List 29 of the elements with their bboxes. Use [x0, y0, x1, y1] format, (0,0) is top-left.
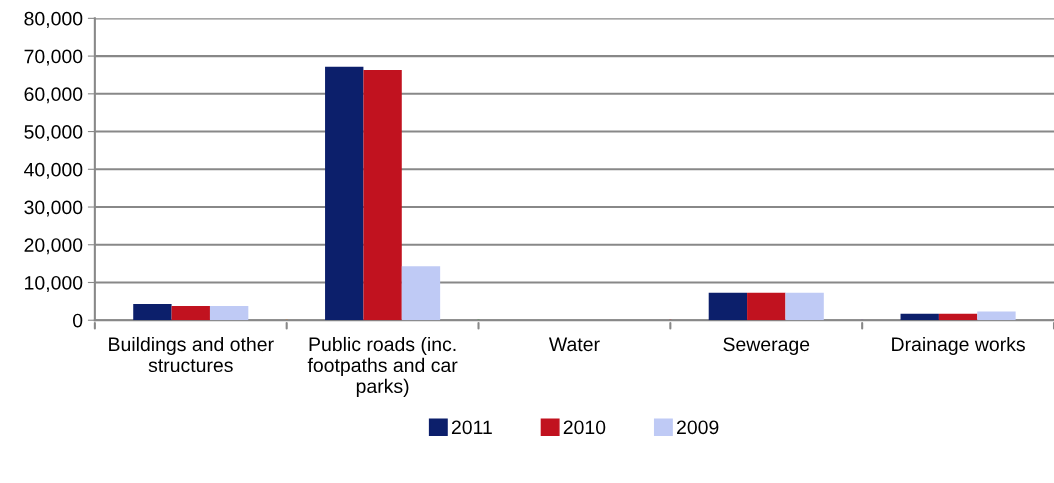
- bar: [785, 292, 824, 321]
- x-tick-label: Sewerage: [723, 337, 810, 356]
- bar: [977, 311, 1016, 321]
- y-tick-label: 70,000: [24, 49, 83, 66]
- bar: [708, 292, 748, 321]
- legend-label: 2010: [563, 420, 606, 435]
- y-tick-label: 20,000: [24, 238, 83, 255]
- bar: [401, 266, 441, 321]
- legend-label: 2011: [451, 420, 492, 435]
- x-tick-label: Buildings and other structures: [109, 336, 274, 373]
- legend-label: 2009: [677, 420, 719, 435]
- bar: [363, 70, 402, 321]
- bar: [171, 305, 210, 321]
- bar: [747, 292, 786, 321]
- y-tick-label: 50,000: [24, 125, 83, 142]
- y-tick-label: 0: [73, 313, 83, 328]
- bar: [900, 313, 939, 321]
- y-tick-label: 10,000: [25, 275, 83, 293]
- x-tick-label: Public roads (inc. footpaths and car parks): [307, 336, 458, 397]
- x-tick-label: Drainage works: [892, 336, 1025, 356]
- y-tick-label: 60,000: [24, 87, 83, 104]
- bar: [325, 66, 364, 321]
- y-tick-label: 80,000: [24, 11, 83, 28]
- bar: [938, 313, 978, 321]
- bar: [133, 304, 172, 321]
- bar: [209, 305, 249, 321]
- x-tick-label: Water: [548, 337, 600, 352]
- y-tick-label: 30,000: [24, 200, 83, 217]
- y-tick-label: 40,000: [24, 162, 83, 179]
